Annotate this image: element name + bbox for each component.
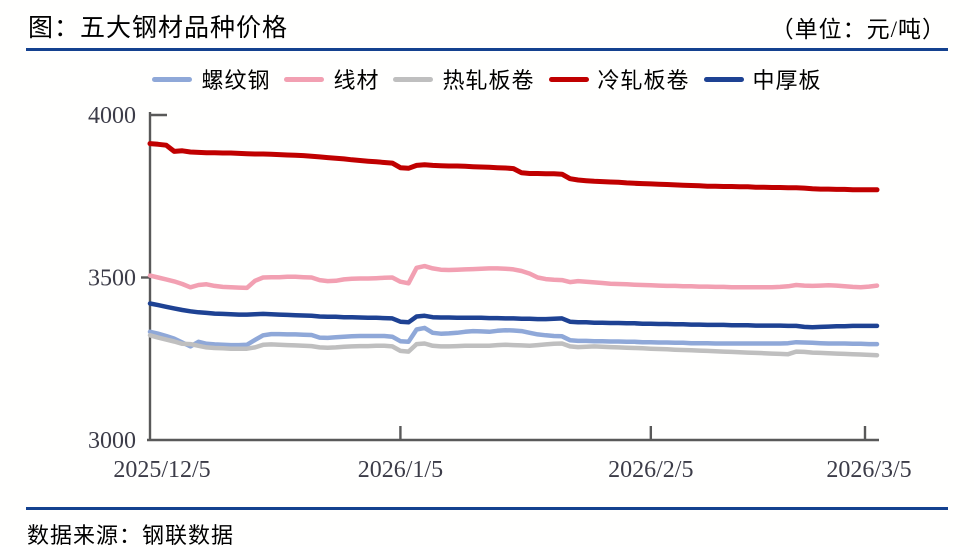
legend-marker-hot-rolled-coil <box>393 76 434 82</box>
legend-label-rebar: 螺纹钢 <box>201 68 271 93</box>
legend-marker-heavy-plate <box>703 76 744 82</box>
legend-item-rebar: 螺纹钢 <box>152 63 270 95</box>
series-line-cold-rolled-coil <box>147 141 880 193</box>
legend-label-cold-rolled-coil: 冷轧板卷 <box>597 68 690 93</box>
x-tick-label: 2025/12/5 <box>113 457 210 483</box>
x-tick-label: 2026/1/5 <box>358 457 443 483</box>
legend-item-heavy-plate: 中厚板 <box>703 63 822 95</box>
chart-title: 图：五大钢材品种价格 <box>28 15 289 42</box>
chart-header: 图：五大钢材品种价格 （单位：元/吨） <box>26 0 948 51</box>
series-line-rebar <box>147 325 880 349</box>
footer-rule <box>26 507 948 510</box>
legend: 螺纹钢 线材 热轧板卷 冷轧板卷 中厚板 <box>0 63 974 95</box>
x-axis-labels: 2025/12/5 2026/1/5 2026/2/5 2026/3/5 <box>113 457 911 483</box>
series-line-hot-rolled-coil <box>147 333 880 358</box>
y-tick-label: 3000 <box>88 428 136 454</box>
series-line-heavy-plate <box>147 301 880 330</box>
legend-marker-cold-rolled-coil <box>548 76 589 82</box>
series-line-wire-rod <box>147 263 880 291</box>
legend-label-heavy-plate: 中厚板 <box>752 68 822 93</box>
legend-item-cold-rolled-coil: 冷轧板卷 <box>548 63 690 95</box>
unit-label: （单位：元/吨） <box>770 17 946 42</box>
legend-label-wire-rod: 线材 <box>333 68 380 93</box>
legend-marker-rebar <box>152 76 193 82</box>
legend-label-hot-rolled-coil: 热轧板卷 <box>442 68 535 93</box>
chart-area: 4000 3500 3000 2025/12/5 2026/1/5 2026/2/5 202… <box>0 95 974 503</box>
source-label: 数据来源：钢联数据 <box>27 523 235 547</box>
legend-item-hot-rolled-coil: 热轧板卷 <box>393 63 534 95</box>
axes <box>141 112 879 442</box>
legend-item-wire-rod: 线材 <box>284 63 379 95</box>
y-axis-labels: 4000 3500 3000 <box>88 103 136 454</box>
y-tick-label: 3500 <box>88 266 136 292</box>
legend-marker-wire-rod <box>284 76 325 82</box>
x-tick-label: 2026/2/5 <box>608 457 693 483</box>
y-tick-label: 4000 <box>88 103 136 129</box>
x-tick-label: 2026/3/5 <box>826 457 911 483</box>
